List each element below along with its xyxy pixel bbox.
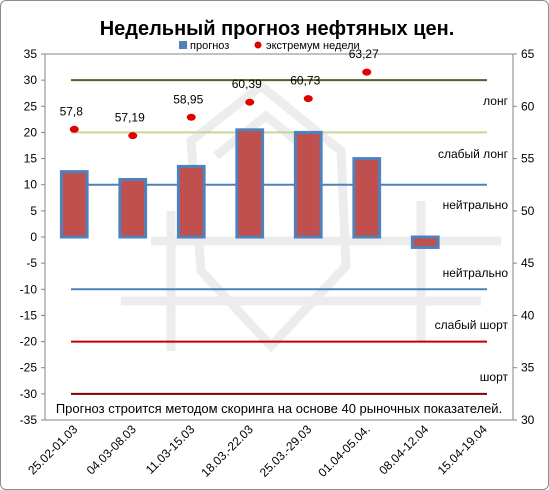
- forecast-bar: [235, 128, 265, 239]
- x-axis-category-label: 18.03.-22.03: [198, 422, 256, 480]
- reference-line-label: нейтрально: [443, 198, 509, 212]
- legend-marker-extremum: [254, 41, 262, 49]
- x-axis-category-label: 25.03.-29.03: [257, 422, 315, 480]
- left-axis-tick-label: -25: [20, 361, 38, 375]
- x-axis-category-label: 11.03-15.03: [143, 422, 198, 477]
- x-axis-category-label: 15.04-19.04: [435, 422, 490, 477]
- extremum-marker: [186, 113, 196, 121]
- reference-line-label: слабый лонг: [438, 147, 509, 161]
- right-axis-tick-label: 60: [521, 99, 535, 113]
- extremum-marker: [245, 98, 255, 106]
- left-axis-tick-label: -5: [26, 256, 37, 270]
- extremum-value-label: 60,73: [290, 74, 320, 88]
- extremum-markers: 57,8 57,19 58,95 60,39 60,73 63,27: [60, 47, 379, 140]
- left-axis-tick-label: -20: [20, 335, 38, 349]
- extremum-marker: [69, 125, 79, 133]
- extremum-marker: [128, 132, 138, 140]
- left-axis-tick-label: -15: [20, 308, 38, 322]
- right-axis-tick-label: 50: [521, 204, 535, 218]
- right-axis-tick-label: 65: [521, 47, 535, 61]
- reference-line-label: лонг: [483, 94, 508, 108]
- legend-swatch-forecast: [179, 41, 187, 49]
- left-axis-tick-label: 20: [24, 125, 38, 139]
- x-axis-category-label: 25.02-01.03: [25, 422, 80, 477]
- legend: прогноз экстремум недели: [179, 40, 360, 52]
- x-axis: 25.02-01.03 04.03-08.03 11.03-15.03 18.03.-…: [25, 422, 490, 480]
- footnote: Прогноз строится методом скоринга на осн…: [56, 401, 502, 416]
- forecast-bar: [293, 130, 323, 239]
- extremum-value-label: 63,27: [349, 47, 379, 61]
- right-axis: 65 60 55 50 45 40 35 30: [513, 47, 535, 427]
- left-axis-tick-label: 35: [24, 47, 38, 61]
- left-axis-tick-label: 15: [24, 152, 38, 166]
- extremum-value-label: 57,8: [60, 104, 84, 118]
- left-axis-tick-label: 25: [24, 99, 38, 113]
- left-axis-tick-label: 30: [24, 73, 38, 87]
- left-axis: 35 30 25 20 15 10 5 0 -5 -10 -15 -20 -25 -30 -35: [20, 47, 45, 427]
- extremum-value-label: 60,39: [232, 77, 262, 91]
- forecast-bar: [118, 177, 148, 239]
- x-axis-category-label: 08.04-12.04: [376, 422, 431, 477]
- right-axis-tick-label: 45: [521, 256, 535, 270]
- left-axis-tick-label: -30: [20, 387, 38, 401]
- left-axis-tick-label: 10: [24, 178, 38, 192]
- left-axis-tick-label: 0: [30, 230, 37, 244]
- left-axis-tick-label: -35: [20, 413, 38, 427]
- reference-line-label: шорт: [480, 370, 509, 384]
- right-axis-tick-label: 35: [521, 361, 535, 375]
- legend-label-extremum: экстремум недели: [266, 40, 360, 52]
- right-axis-tick-label: 55: [521, 152, 535, 166]
- forecast-bar: [352, 157, 382, 239]
- x-axis-category-label: 04.03-08.03: [84, 422, 139, 477]
- legend-label-forecast: прогноз: [190, 40, 229, 52]
- right-axis-tick-label: 40: [521, 308, 535, 322]
- extremum-marker: [362, 68, 372, 76]
- left-axis-tick-label: -10: [20, 282, 38, 296]
- reference-line-label: слабый шорт: [435, 318, 509, 332]
- extremum-value-label: 57,19: [115, 111, 145, 125]
- x-axis-category-label: 01.04-05.04.: [315, 422, 373, 480]
- forecast-bar: [410, 235, 440, 249]
- extremum-value-label: 58,95: [173, 92, 203, 106]
- reference-line-label: нейтрально: [443, 266, 509, 280]
- chart-title: Недельный прогноз нефтяных цен.: [100, 18, 455, 40]
- forecast-bars: [59, 128, 440, 249]
- extremum-marker: [303, 95, 313, 103]
- forecast-bar: [176, 164, 206, 239]
- right-axis-tick-label: 30: [521, 413, 535, 427]
- forecast-bar: [59, 170, 89, 239]
- left-axis-tick-label: 5: [30, 204, 37, 218]
